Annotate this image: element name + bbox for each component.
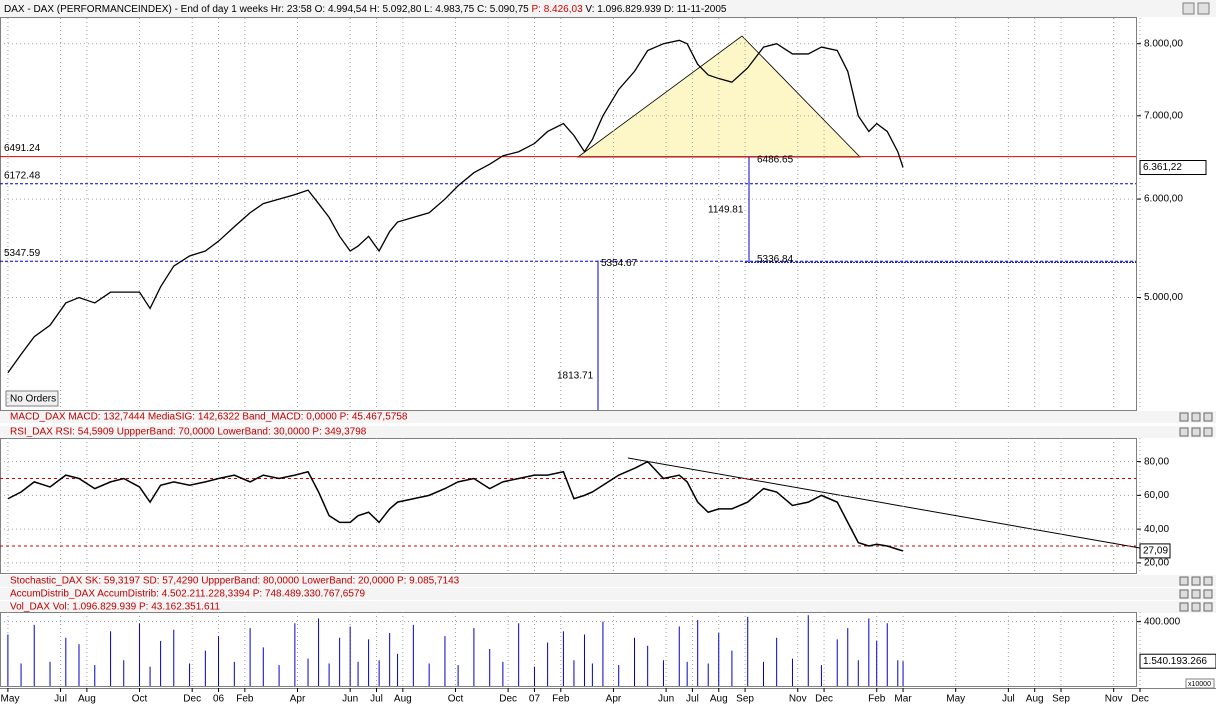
x-tick-label: Jul: [686, 694, 699, 705]
rsi-label: RSI_DAX RSI: 54,5909 UppperBand: 70,0000…: [10, 427, 367, 438]
x-tick-label: May: [1, 694, 20, 705]
rsi-panel: [0, 438, 1137, 574]
macd-header: [0, 411, 1216, 423]
measure-high-label: 5354.67: [601, 258, 638, 269]
minimize-button[interactable]: [1182, 2, 1195, 15]
x-tick-label: Oct: [448, 694, 464, 705]
measure-difference: 1813.71: [557, 371, 594, 382]
panel-button[interactable]: [1191, 589, 1201, 599]
x-tick-label: Aug: [1026, 694, 1044, 705]
panel-button[interactable]: [1203, 427, 1213, 437]
x-tick-label: Sep: [736, 694, 754, 705]
y-tick-label: 6.000,00: [1144, 194, 1183, 205]
panel-button[interactable]: [1203, 602, 1213, 612]
level-label: 5347.59: [4, 248, 41, 259]
last-value-label: 1.540.193.266: [1143, 656, 1207, 667]
panel-button[interactable]: [1191, 412, 1201, 422]
panel-button[interactable]: [1179, 589, 1189, 599]
level-label: 6172.48: [4, 170, 41, 181]
x-tick-label: Dec: [1131, 694, 1149, 705]
panel-button[interactable]: [1203, 576, 1213, 586]
x-tick-label: Feb: [236, 694, 254, 705]
y-tick-label: 8.000,00: [1144, 38, 1183, 49]
x-tick-label: Dec: [183, 694, 201, 705]
last-value-box: [1139, 159, 1207, 175]
y-tick-label: 80,00: [1144, 456, 1169, 467]
x-tick-label: Jul: [54, 694, 67, 705]
panel-button[interactable]: [1179, 602, 1189, 612]
x-tick-label: Jun: [342, 694, 358, 705]
x-tick-label: Feb: [868, 694, 886, 705]
header-price: P: 8.426,03: [531, 4, 583, 15]
orders-badge: [5, 390, 59, 407]
rsi-line: [7, 460, 904, 552]
accum-header: [0, 588, 1216, 600]
volume-header: [0, 601, 1216, 613]
x-tick-label: Mar: [894, 694, 912, 705]
volume-label: Vol_DAX Vol: 1.096.829.939 P: 43.162.351…: [10, 602, 220, 613]
x-tick-label: Nov: [1105, 694, 1123, 705]
last-value-box: [1139, 543, 1171, 559]
multiplier-box: [1185, 678, 1215, 689]
last-value-label: 6.361,22: [1143, 162, 1182, 173]
close-button[interactable]: [1197, 2, 1210, 15]
price-line: [7, 39, 904, 374]
stochastic-header: [0, 575, 1216, 587]
price-panel: [0, 17, 1137, 411]
stochastic-label: Stochastic_DAX SK: 59,3197 SD: 57,4290 U…: [10, 576, 460, 587]
measure-high-label: 6486.65: [757, 155, 794, 166]
panel-button[interactable]: [1191, 576, 1201, 586]
y-tick-label: 40,00: [1144, 524, 1169, 535]
panel-button[interactable]: [1179, 412, 1189, 422]
header-title: DAX - DAX (PERFORMANCEINDEX) - End of da…: [4, 4, 727, 15]
x-tick-label: Apr: [290, 694, 306, 705]
x-tick-label: Aug: [78, 694, 96, 705]
panel-button[interactable]: [1191, 427, 1201, 437]
x-tick-label: Dec: [499, 694, 517, 705]
last-value-label: 27,09: [1143, 546, 1168, 557]
orders-badge-text: No Orders: [10, 394, 56, 405]
header-rest: V: 1.096.829.939 D: 11-11-2005: [583, 4, 727, 15]
y-tick-label: 60,00: [1144, 490, 1169, 501]
measure-low-label: 5336.84: [757, 254, 794, 265]
y-tick-label: 400.000: [1144, 616, 1181, 627]
panel-buttons: [1179, 412, 1213, 612]
rsi-header: [0, 426, 1216, 438]
panel-button[interactable]: [1179, 427, 1189, 437]
x-tick-label: Sep: [1052, 694, 1070, 705]
panel-button[interactable]: [1179, 576, 1189, 586]
x-tick-label: Feb: [552, 694, 570, 705]
x-tick-label: Nov: [789, 694, 807, 705]
measure-difference: 1149.81: [708, 204, 744, 215]
x-tick-label: Jun: [658, 694, 674, 705]
title-bar: [0, 0, 1216, 17]
multiplier-label: x10000: [1188, 681, 1211, 688]
x-tick-label: 06: [213, 694, 225, 705]
panel-button[interactable]: [1191, 602, 1201, 612]
x-tick-label: 07: [529, 694, 541, 705]
x-tick-label: Aug: [710, 694, 728, 705]
x-tick-label: Aug: [394, 694, 412, 705]
x-tick-label: Dec: [815, 694, 833, 705]
x-tick-label: Jul: [1002, 694, 1015, 705]
header-main: DAX - DAX (PERFORMANCEINDEX) - End of da…: [4, 4, 531, 15]
x-tick-label: May: [946, 694, 965, 705]
volume-panel: [0, 612, 1137, 687]
rsi-trendline: [627, 457, 1141, 549]
last-value-box: [1139, 653, 1216, 669]
panel-button[interactable]: [1203, 589, 1213, 599]
macd-label: MACD_DAX MACD: 132,7444 MediaSIG: 142,63…: [10, 412, 408, 423]
accum-label: AccumDistrib_DAX AccumDistrib: 4.502.211…: [10, 589, 365, 600]
x-tick-label: Jul: [370, 694, 383, 705]
y-tick-label: 5.000,00: [1144, 292, 1183, 303]
x-tick-label: Apr: [606, 694, 622, 705]
y-tick-label: 20,00: [1144, 558, 1169, 569]
x-tick-label: Oct: [132, 694, 148, 705]
panel-button[interactable]: [1203, 412, 1213, 422]
level-label: 6491.24: [4, 143, 41, 154]
y-tick-label: 7.000,00: [1144, 110, 1183, 121]
